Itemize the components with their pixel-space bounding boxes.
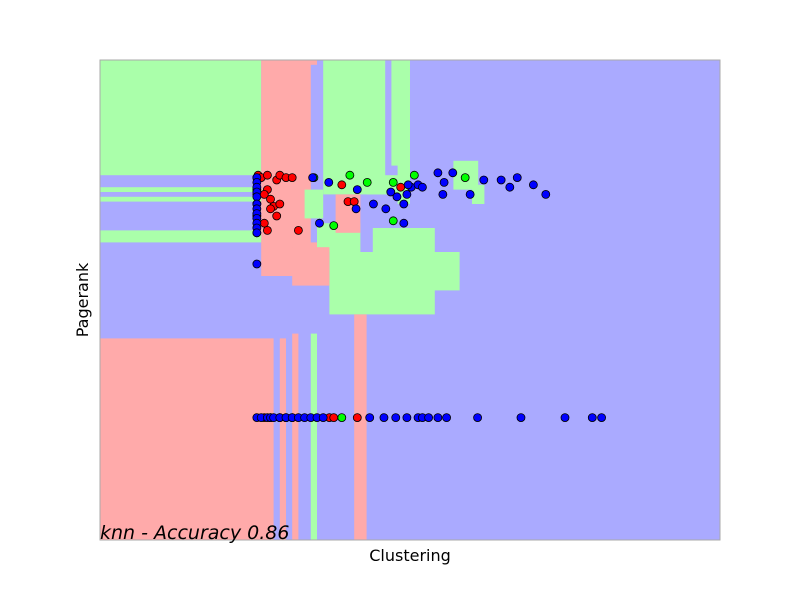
decision-region-red: [279, 338, 286, 540]
data-point-blue: [505, 182, 515, 192]
decision-region-green: [472, 184, 485, 204]
data-point-blue: [352, 185, 362, 195]
decision-region-green: [372, 228, 435, 257]
decision-region-green: [329, 285, 435, 315]
decision-region-red: [354, 314, 367, 540]
data-point-blue: [560, 413, 570, 423]
data-point-blue: [252, 228, 262, 238]
data-point-red: [275, 199, 285, 209]
data-point-blue: [433, 168, 443, 178]
data-point-red: [349, 197, 359, 207]
decision-region-green: [100, 187, 262, 192]
decision-region-green: [323, 60, 386, 195]
data-point-green: [388, 216, 398, 226]
accuracy-annotation: knn - Accuracy 0.86: [100, 522, 289, 544]
data-point-red: [337, 180, 347, 190]
data-point-blue: [324, 177, 334, 187]
data-point-blue: [365, 413, 375, 423]
decision-region-red: [261, 60, 317, 276]
data-point-green: [460, 173, 470, 183]
data-point-blue: [465, 189, 475, 199]
data-point-blue: [417, 182, 427, 192]
data-point-blue: [392, 192, 402, 202]
data-point-blue: [438, 189, 448, 199]
data-point-blue: [587, 413, 597, 423]
data-point-blue: [402, 413, 412, 423]
data-point-red: [259, 218, 269, 228]
data-point-blue: [318, 413, 328, 423]
x-axis-label: Clustering: [369, 546, 451, 565]
decision-region-green: [304, 189, 324, 219]
data-point-blue: [379, 413, 389, 423]
decision-region-red: [292, 247, 330, 286]
data-point-blue: [399, 218, 409, 228]
data-point-green: [409, 170, 419, 180]
data-point-blue: [424, 413, 434, 423]
decision-region-green: [100, 230, 262, 243]
data-point-blue: [597, 413, 606, 423]
data-point-blue: [402, 189, 412, 199]
decision-region-green: [391, 60, 410, 166]
y-axis-label: Pagerank: [73, 262, 92, 337]
data-point-green: [337, 413, 347, 423]
decision-region-green: [100, 60, 262, 176]
data-point-red: [287, 173, 297, 183]
data-point-green: [329, 221, 339, 231]
data-point-blue: [479, 175, 489, 185]
data-point-blue: [252, 259, 262, 269]
data-point-red: [266, 194, 275, 204]
data-point-red: [329, 413, 339, 423]
data-point-blue: [386, 187, 396, 197]
data-point-blue: [512, 173, 522, 183]
data-point-blue: [369, 199, 378, 209]
data-point-green: [362, 177, 372, 187]
data-point-blue: [351, 204, 361, 214]
data-point-red: [293, 225, 303, 235]
data-points: [252, 168, 606, 423]
plot-area: [99, 59, 721, 541]
data-point-blue: [528, 180, 538, 190]
decision-regions: [100, 60, 485, 540]
data-point-red: [262, 225, 272, 235]
data-point-blue: [391, 413, 401, 423]
decision-region-green: [310, 333, 317, 540]
data-point-red: [272, 211, 282, 221]
data-point-blue: [315, 218, 324, 228]
data-point-blue: [308, 173, 318, 183]
data-point-blue: [473, 413, 482, 423]
data-point-blue: [496, 175, 506, 185]
data-point-blue: [516, 413, 526, 423]
data-point-blue: [433, 413, 443, 423]
data-point-blue: [541, 189, 551, 199]
data-point-red: [396, 182, 406, 192]
data-point-green: [388, 177, 398, 187]
data-point-blue: [381, 204, 391, 214]
decision-region-green: [329, 252, 460, 291]
decision-region-red: [292, 333, 299, 540]
data-point-red: [352, 413, 362, 423]
data-point-blue: [442, 413, 451, 423]
data-point-blue: [448, 168, 458, 178]
data-point-green: [345, 170, 355, 180]
data-point-red: [266, 204, 275, 214]
data-point-blue: [399, 199, 409, 209]
data-point-red: [262, 170, 272, 180]
plot-frame: [99, 59, 721, 541]
data-point-blue: [403, 180, 413, 190]
data-point-blue: [439, 177, 449, 187]
decision-region-red: [100, 338, 274, 540]
decision-region-green: [100, 196, 262, 202]
